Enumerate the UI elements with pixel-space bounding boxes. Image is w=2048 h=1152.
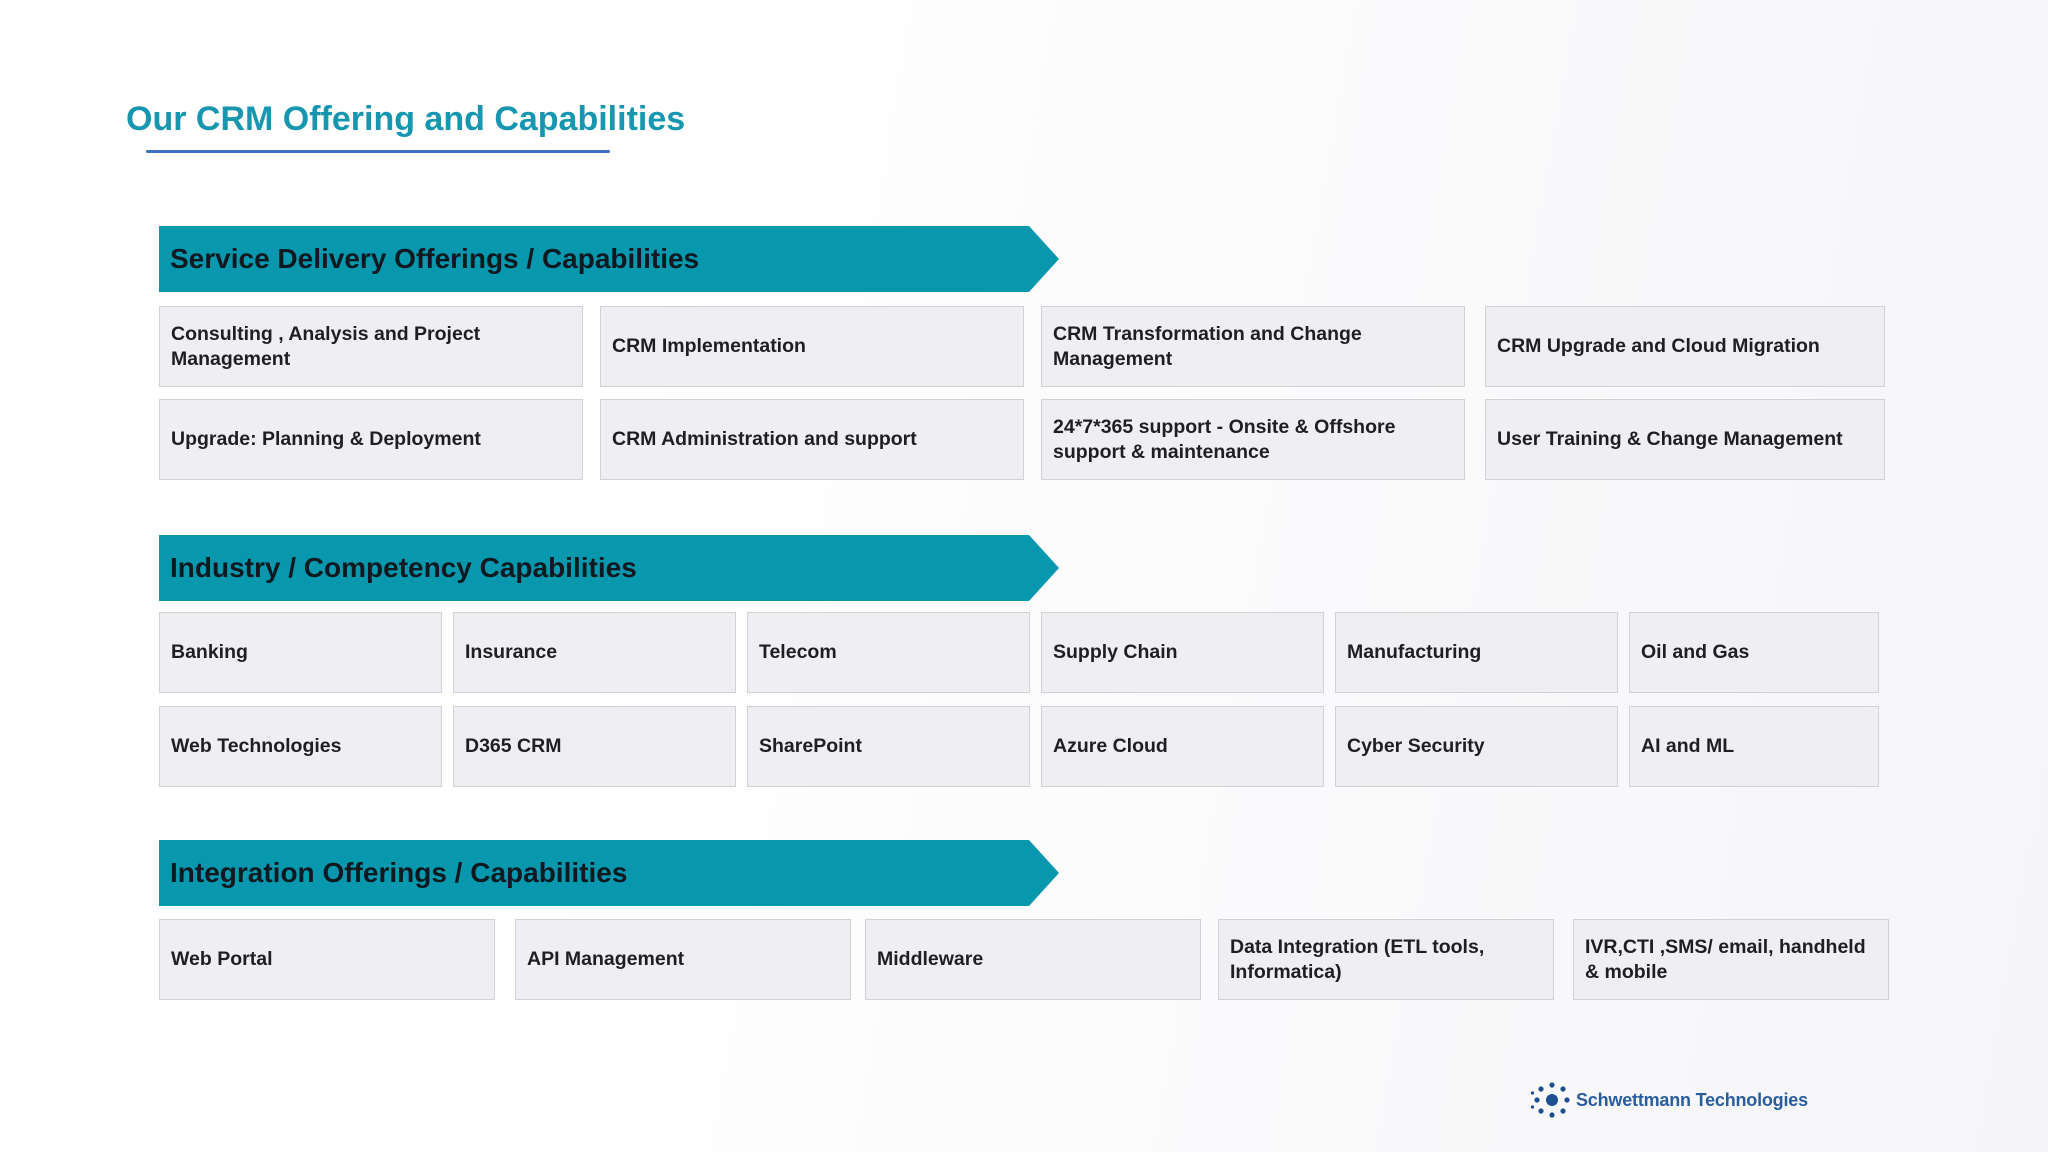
capability-card: CRM Administration and support	[600, 399, 1024, 480]
industry-card: SharePoint	[747, 706, 1030, 787]
capability-card: Consulting , Analysis and Project Manage…	[159, 306, 583, 387]
industry-card: D365 CRM	[453, 706, 736, 787]
capability-card: CRM Upgrade and Cloud Migration	[1485, 306, 1885, 387]
industry-card: Web Technologies	[159, 706, 442, 787]
integration-card: Data Integration (ETL tools, Informatica…	[1218, 919, 1554, 1000]
dots-cluster-icon	[1530, 1082, 1570, 1118]
section-heading: Service Delivery Offerings / Capabilitie…	[170, 243, 700, 274]
capability-card: Upgrade: Planning & Deployment	[159, 399, 583, 480]
card-label: Telecom	[759, 641, 837, 664]
card-label: SharePoint	[759, 735, 862, 758]
card-label: Upgrade: Planning & Deployment	[171, 428, 481, 451]
industry-card: Supply Chain	[1041, 612, 1324, 693]
industry-card: Cyber Security	[1335, 706, 1618, 787]
industry-card: Banking	[159, 612, 442, 693]
card-label: AI and ML	[1641, 735, 1735, 758]
card-label: Data Integration (ETL tools, Informatica…	[1230, 935, 1485, 983]
company-name: Schwettmann Technologies	[1576, 1089, 1808, 1110]
section-banner-service: Service Delivery Offerings / Capabilitie…	[159, 226, 1059, 292]
capability-card: User Training & Change Management	[1485, 399, 1885, 480]
industry-card: Telecom	[747, 612, 1030, 693]
card-label: API Management	[527, 948, 685, 971]
card-label: D365 CRM	[465, 735, 562, 758]
industry-card: AI and ML	[1629, 706, 1879, 787]
card-label: Supply Chain	[1053, 641, 1178, 664]
card-label: Banking	[171, 641, 248, 664]
section-heading: Integration Offerings / Capabilities	[170, 857, 628, 888]
capability-card: 24*7*365 support - Onsite & Offshore sup…	[1041, 399, 1465, 480]
integration-card: IVR,CTI ,SMS/ email, handheld & mobile	[1573, 919, 1889, 1000]
section-heading: Industry / Competency Capabilities	[170, 552, 637, 583]
section-banner-industry: Industry / Competency Capabilities	[159, 535, 1059, 601]
integration-card: Web Portal	[159, 919, 495, 1000]
company-logo: Schwettmann Technologies	[1530, 1080, 1808, 1120]
industry-card: Azure Cloud	[1041, 706, 1324, 787]
card-label: Insurance	[465, 641, 558, 664]
industry-card: Oil and Gas	[1629, 612, 1879, 693]
industry-card: Manufacturing	[1335, 612, 1618, 693]
integration-card: Middleware	[865, 919, 1201, 1000]
card-label: Oil and Gas	[1641, 641, 1750, 664]
card-label: Manufacturing	[1347, 641, 1482, 664]
card-label: IVR,CTI ,SMS/ email, handheld & mobile	[1585, 935, 1866, 983]
card-label: CRM Upgrade and Cloud Migration	[1497, 335, 1820, 358]
integration-card: API Management	[515, 919, 851, 1000]
capability-card: CRM Transformation and Change Management	[1041, 306, 1465, 387]
card-label: Cyber Security	[1347, 735, 1485, 758]
section-banner-integration: Integration Offerings / Capabilities	[159, 840, 1059, 906]
card-label: CRM Transformation and Change Management	[1053, 322, 1362, 370]
page-title: Our CRM Offering and Capabilities	[126, 100, 686, 138]
card-label: Azure Cloud	[1053, 735, 1168, 758]
industry-card: Insurance	[453, 612, 736, 693]
card-label: Web Technologies	[171, 735, 342, 758]
card-label: User Training & Change Management	[1497, 428, 1843, 451]
card-label: Consulting , Analysis and Project Manage…	[171, 322, 481, 370]
title-underline	[146, 150, 610, 153]
card-label: CRM Implementation	[612, 335, 806, 358]
card-label: CRM Administration and support	[612, 428, 917, 451]
card-label: Middleware	[877, 948, 984, 971]
card-label: 24*7*365 support - Onsite & Offshore sup…	[1053, 415, 1396, 463]
capability-card: CRM Implementation	[600, 306, 1024, 387]
card-label: Web Portal	[171, 948, 273, 971]
